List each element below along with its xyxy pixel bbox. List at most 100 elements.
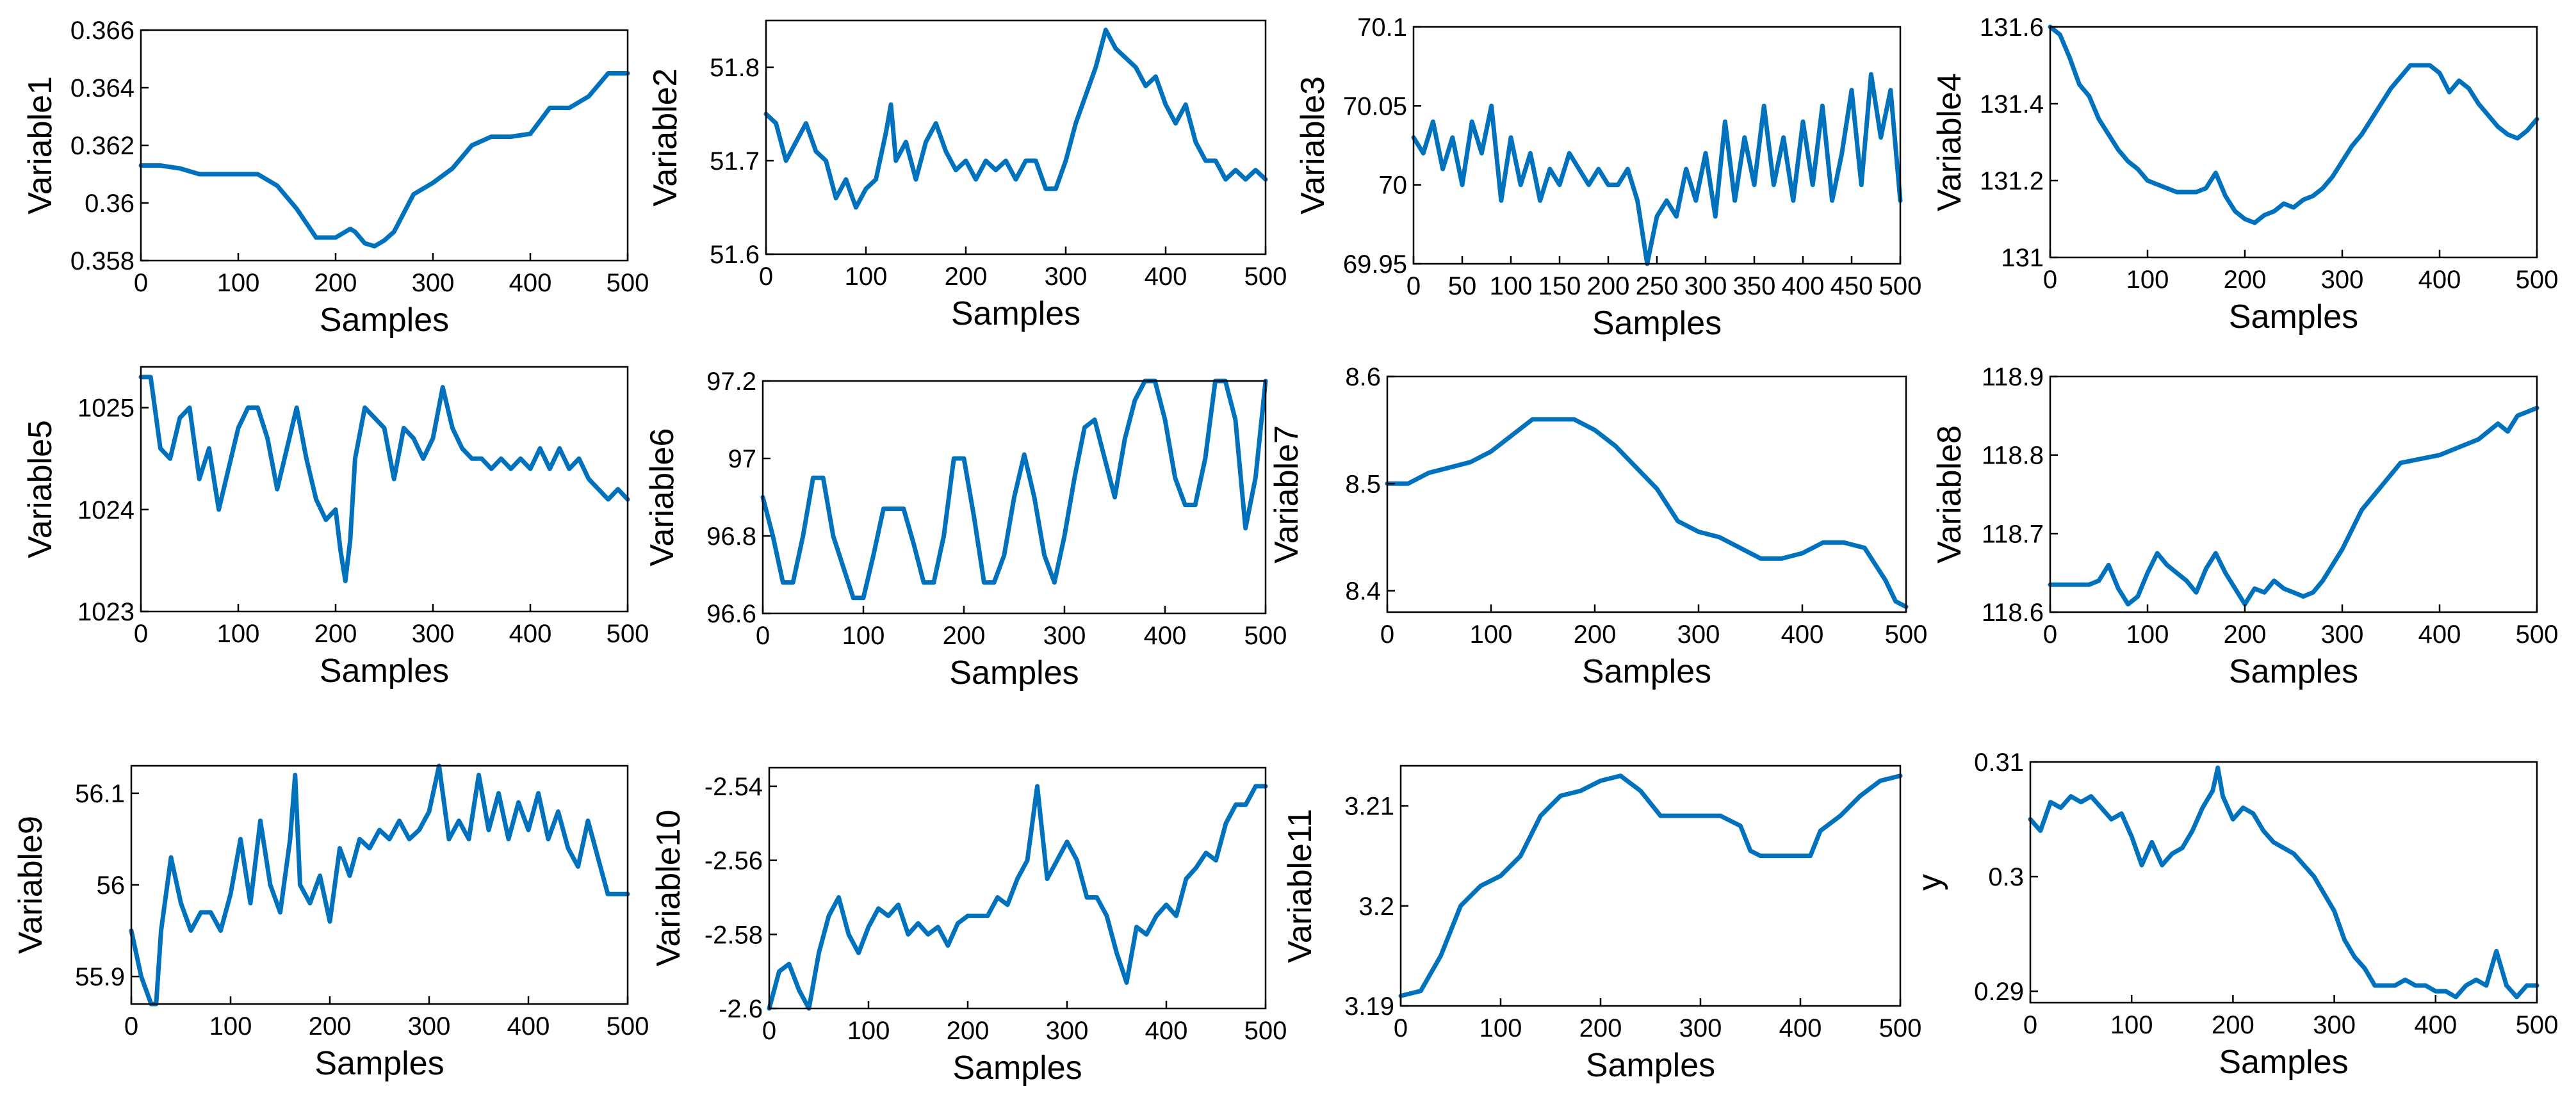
x-tick-label: 50 <box>1448 272 1477 300</box>
x-tick-label: 300 <box>412 620 455 648</box>
x-tick-label: 450 <box>1830 272 1873 300</box>
x-tick-label: 500 <box>1244 622 1287 650</box>
y-axis-label: Variable2 <box>647 69 684 207</box>
y-tick-label: 8.5 <box>1345 470 1381 498</box>
x-tick-label: 300 <box>1684 272 1727 300</box>
x-tick-label: 100 <box>1480 1014 1522 1042</box>
x-tick-label: 400 <box>1779 1014 1822 1042</box>
x-axis-label: Samples <box>1582 653 1711 690</box>
subplot-4: 0 100 200 300 400 500 131 131.2 131.4 131.6 Sample… <box>1931 13 2558 336</box>
series-line-Variable1 <box>138 71 630 248</box>
y-tick-label: 0.358 <box>70 247 135 275</box>
x-tick-label: 200 <box>1587 272 1630 300</box>
y-tick-label: 131.4 <box>1980 90 2044 118</box>
series-line-Variable11 <box>1398 773 1903 998</box>
x-tick-label: 0 <box>1380 620 1394 649</box>
y-axis-label: y <box>1911 874 1948 891</box>
x-tick-label: 250 <box>1636 272 1679 300</box>
x-tick-label: 0 <box>134 620 148 648</box>
x-tick-label: 100 <box>842 622 885 650</box>
x-tick-label: 200 <box>2224 266 2267 294</box>
y-tick-label: 56 <box>97 871 126 900</box>
axes-frame <box>140 366 629 613</box>
axes-frame <box>768 766 1267 1010</box>
x-tick-label: 0 <box>2043 266 2057 294</box>
y-tick-label: 131 <box>2001 244 2044 272</box>
x-tick-label: 100 <box>2126 266 2169 294</box>
y-axis-label: Variable3 <box>1294 76 1332 215</box>
x-tick-label: 300 <box>408 1012 451 1040</box>
x-axis-label: Samples <box>1592 305 1722 342</box>
y-tick-label: 118.6 <box>1982 599 2044 627</box>
series-line-Variable8 <box>2048 405 2539 607</box>
x-tick-label: 400 <box>2418 266 2461 294</box>
x-tick-label: 400 <box>1145 263 1187 291</box>
y-axis-label: Variable8 <box>1931 425 1968 563</box>
series-line-y <box>2028 765 2539 1000</box>
x-tick-label: 200 <box>314 269 357 297</box>
series-line-Variable9 <box>129 763 630 1007</box>
x-tick-label: 300 <box>1046 1017 1089 1045</box>
x-tick-label: 200 <box>1579 1014 1622 1042</box>
y-tick-label: 55.9 <box>75 963 125 991</box>
x-tick-label: 500 <box>607 620 649 648</box>
y-tick-label: 3.2 <box>1358 893 1394 921</box>
series-line-Variable3 <box>1411 72 1903 266</box>
x-tick-label: 500 <box>2516 1011 2559 1039</box>
x-tick-label: 500 <box>607 269 649 297</box>
x-tick-label: 0 <box>756 622 770 650</box>
x-tick-label: 200 <box>1574 620 1617 649</box>
y-tick-label: 0.362 <box>70 132 135 160</box>
y-tick-label: 1025 <box>77 394 135 423</box>
x-tick-label: 100 <box>217 620 260 648</box>
y-tick-label: 118.9 <box>1982 363 2044 391</box>
subplot-11: 0 100 200 300 400 500 3.19 3.2 3.21 Samples Variab… <box>1282 765 1922 1084</box>
series-line-Variable4 <box>2048 24 2539 225</box>
y-tick-label: 131.6 <box>1980 13 2044 42</box>
y-tick-label: -2.56 <box>705 847 763 875</box>
x-tick-label: 100 <box>847 1017 890 1045</box>
axes-frame <box>2049 375 2538 613</box>
y-axis-label: Variable9 <box>12 816 49 954</box>
y-tick-label: 96.6 <box>706 600 756 628</box>
x-tick-label: 0 <box>2043 620 2057 649</box>
x-tick-label: 500 <box>2516 620 2559 649</box>
y-axis-label: Variable7 <box>1268 425 1305 563</box>
x-tick-label: 200 <box>945 263 988 291</box>
y-tick-label: 51.8 <box>710 54 760 82</box>
y-tick-label: 118.8 <box>1982 442 2044 470</box>
y-tick-label: 1024 <box>77 496 135 524</box>
axes-frame <box>765 19 1267 255</box>
x-tick-label: 100 <box>2126 620 2169 649</box>
y-tick-label: -2.6 <box>719 995 763 1023</box>
x-tick-label: 500 <box>1879 1014 1922 1042</box>
x-tick-label: 400 <box>509 620 552 648</box>
x-axis-label: Samples <box>949 654 1079 692</box>
axes-frame <box>1399 765 1902 1007</box>
y-tick-label: 8.6 <box>1345 363 1381 391</box>
x-axis-label: Samples <box>320 302 449 339</box>
axes-frame <box>140 29 629 262</box>
x-tick-label: 300 <box>1045 263 1088 291</box>
y-tick-label: 0.366 <box>70 17 135 45</box>
x-tick-label: 200 <box>2212 1011 2254 1039</box>
x-tick-label: 400 <box>507 1012 550 1040</box>
y-axis-label: Variable1 <box>22 76 59 215</box>
x-tick-label: 100 <box>1490 272 1533 300</box>
y-tick-label: 3.21 <box>1344 793 1394 821</box>
subplot-2: 0 100 200 300 400 500 51.6 51.7 51.8 Samples Varia… <box>647 19 1287 332</box>
x-tick-label: 500 <box>607 1012 649 1040</box>
y-axis-label: Variable6 <box>644 428 681 567</box>
x-tick-label: 300 <box>2321 620 2364 649</box>
subplot-6: 0 100 200 300 400 500 96.6 96.8 97 97.2 Samples Var… <box>644 368 1287 692</box>
x-tick-label: 100 <box>1470 620 1513 649</box>
x-tick-label: 0 <box>134 269 148 297</box>
x-tick-label: 500 <box>2516 266 2559 294</box>
subplot-8: 0 100 200 300 400 500 118.6 118.7 118.8 118.9 Samp… <box>1931 363 2558 690</box>
x-tick-label: 300 <box>2313 1011 2356 1039</box>
x-tick-label: 400 <box>1781 620 1824 649</box>
y-tick-label: -2.58 <box>705 921 763 949</box>
x-axis-label: Samples <box>951 295 1080 332</box>
subplot-1: 0 100 200 300 400 500 0.358 0.36 0.362 0.364 0.366… <box>22 17 649 339</box>
